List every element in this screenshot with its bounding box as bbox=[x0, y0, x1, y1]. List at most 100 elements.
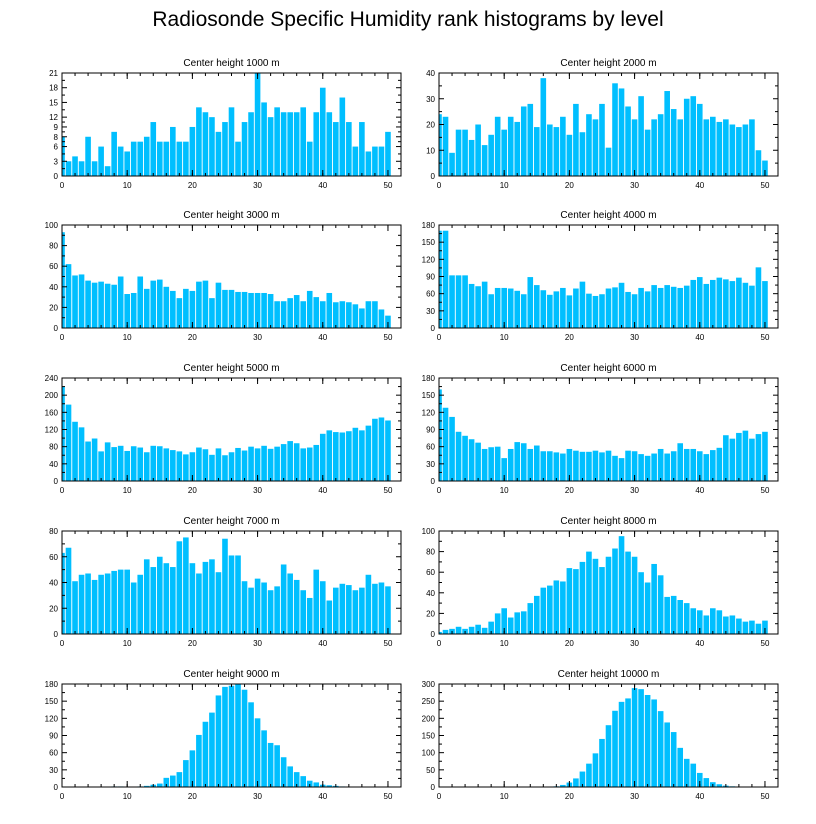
histogram-bar bbox=[670, 732, 677, 787]
histogram-bar bbox=[326, 112, 333, 176]
histogram-bar bbox=[612, 83, 618, 176]
histogram-bar bbox=[755, 623, 762, 634]
x-tick-label: 30 bbox=[253, 333, 262, 342]
histogram-bar bbox=[573, 569, 579, 634]
histogram-bar bbox=[196, 281, 202, 328]
histogram-bar bbox=[280, 112, 287, 176]
y-tick-label: 0 bbox=[431, 630, 436, 639]
histogram-bar bbox=[631, 688, 638, 787]
histogram-bar bbox=[339, 301, 346, 328]
histogram-bar bbox=[333, 122, 339, 176]
histogram-bar bbox=[670, 595, 677, 634]
histogram-bar bbox=[313, 112, 320, 176]
x-tick-label: 20 bbox=[188, 181, 197, 190]
histogram-bar bbox=[664, 596, 670, 634]
histogram-bar bbox=[365, 425, 372, 481]
histogram-bar bbox=[352, 304, 359, 328]
histogram-bar bbox=[638, 689, 644, 787]
y-tick-label: 10 bbox=[426, 146, 435, 155]
y-tick-label: 80 bbox=[49, 527, 58, 536]
x-tick-label: 10 bbox=[500, 181, 509, 190]
histogram-bar bbox=[696, 610, 703, 634]
histogram-bar bbox=[378, 146, 385, 176]
histogram-bar bbox=[170, 126, 176, 176]
histogram-bar bbox=[494, 446, 501, 481]
histogram-bar bbox=[501, 608, 507, 634]
histogram-bar bbox=[78, 274, 85, 328]
x-tick-label: 40 bbox=[318, 486, 327, 495]
histogram-bar bbox=[215, 448, 222, 481]
histogram-bar bbox=[468, 439, 475, 481]
histogram-bar bbox=[254, 448, 261, 481]
histogram-bar bbox=[293, 443, 300, 481]
histogram-bar bbox=[352, 146, 359, 176]
histogram-bar bbox=[475, 442, 481, 481]
histogram-bar bbox=[228, 107, 235, 176]
y-tick-label: 60 bbox=[426, 443, 435, 452]
y-tick-label: 40 bbox=[49, 460, 58, 469]
histogram-bar bbox=[657, 575, 664, 634]
histogram-bar bbox=[300, 448, 307, 481]
histogram-bar bbox=[736, 277, 742, 328]
histogram-bar bbox=[91, 579, 98, 634]
histogram-bar bbox=[618, 88, 625, 176]
histogram-bar bbox=[326, 600, 333, 634]
x-tick-label: 40 bbox=[318, 333, 327, 342]
histogram-bar bbox=[527, 103, 534, 176]
histogram-bar bbox=[333, 587, 339, 634]
histogram-bar bbox=[710, 116, 716, 176]
histogram-bar bbox=[293, 112, 300, 176]
histogram-bar bbox=[644, 129, 651, 176]
histogram-bar bbox=[241, 450, 248, 481]
histogram-bar bbox=[599, 294, 605, 328]
histogram-bar bbox=[749, 620, 755, 634]
histogram-bar bbox=[749, 285, 755, 328]
histogram-bar bbox=[488, 621, 494, 634]
histogram-bar bbox=[696, 772, 703, 787]
x-tick-label: 50 bbox=[761, 639, 770, 648]
histogram-bar bbox=[183, 288, 189, 328]
x-tick-label: 20 bbox=[565, 333, 574, 342]
histogram-bar bbox=[170, 775, 176, 787]
x-tick-label: 30 bbox=[630, 639, 639, 648]
histogram-bar bbox=[703, 615, 710, 634]
histogram-bar bbox=[202, 449, 209, 481]
histogram-bar bbox=[78, 574, 85, 634]
histogram-bar bbox=[599, 103, 605, 176]
histogram-bar bbox=[605, 556, 612, 634]
histogram-bar bbox=[638, 96, 644, 176]
histogram-bar bbox=[235, 291, 241, 328]
histogram-bar bbox=[439, 114, 442, 176]
panel-2: Center height 2000 m 0 10 20 30 40 50 0 10 20 30 40 bbox=[426, 58, 779, 190]
histogram-bar bbox=[579, 451, 586, 481]
histogram-bar bbox=[215, 695, 222, 787]
histogram-bar bbox=[85, 280, 91, 328]
y-tick-label: 60 bbox=[426, 290, 435, 299]
histogram-bar bbox=[176, 141, 183, 176]
histogram-bar bbox=[475, 624, 481, 634]
histogram-bar bbox=[385, 315, 391, 328]
y-tick-label: 150 bbox=[45, 697, 59, 706]
histogram-bar bbox=[520, 611, 527, 634]
histogram-bar bbox=[605, 288, 612, 328]
histogram-bar bbox=[72, 421, 78, 481]
histogram-bar bbox=[65, 264, 72, 328]
histogram-bar bbox=[690, 763, 697, 787]
histogram-bar bbox=[631, 556, 638, 634]
histogram-bar bbox=[222, 289, 228, 328]
y-tick-label: 3 bbox=[54, 157, 59, 166]
panel-title: Center height 2000 m bbox=[560, 58, 656, 69]
histogram-bar bbox=[189, 126, 196, 176]
histogram-bar bbox=[306, 447, 313, 481]
histogram-bar bbox=[261, 730, 267, 787]
x-tick-label: 0 bbox=[60, 333, 65, 342]
histogram-bar bbox=[215, 131, 222, 176]
histogram-bar bbox=[65, 404, 72, 481]
x-tick-label: 30 bbox=[253, 639, 262, 648]
y-tick-label: 100 bbox=[422, 527, 436, 536]
histogram-bar bbox=[716, 784, 723, 787]
histogram-bar bbox=[235, 447, 241, 481]
x-tick-label: 0 bbox=[437, 792, 442, 801]
y-tick-label: 100 bbox=[422, 749, 436, 758]
